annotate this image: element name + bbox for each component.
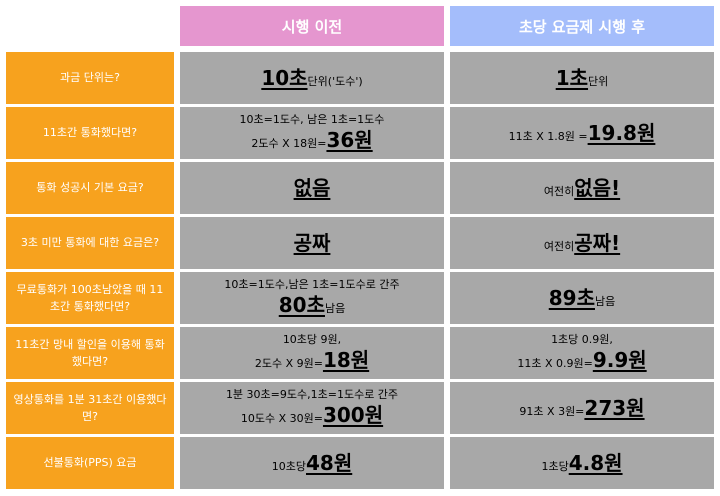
answer-line: 여전히 없음!	[544, 175, 620, 201]
answer-before-cell: 10초=1도수, 남은 1초=1도수 2도수 X 18원= 36원	[180, 107, 444, 159]
answer-after-cell: 89초 남음	[450, 272, 714, 324]
answer-line: 11초 X 1.8원 = 19.8원	[509, 120, 656, 146]
answer-line: 공짜	[294, 230, 331, 256]
answer-text: 10초=1도수,남은 1초=1도수로 간주	[224, 277, 400, 291]
answer-line: 91초 X 3원= 273원	[519, 395, 644, 421]
highlight-value: 공짜!	[574, 231, 621, 255]
answer-line: 11초 X 0.9원= 9.9원	[517, 347, 646, 373]
answer-text: 단위('도수')	[307, 75, 363, 88]
highlight-value: 공짜	[293, 231, 331, 255]
answer-line: 10초=1도수,남은 1초=1도수로 간주	[224, 278, 399, 292]
answer-text: 11초 X 0.9원=	[517, 357, 593, 371]
answer-line: 1분 30초=9도수,1초=1도수로 간주	[226, 388, 398, 402]
answer-line: 10초=1도수, 남은 1초=1도수	[240, 113, 385, 127]
highlight-value: 48원	[306, 451, 353, 475]
header-after-label: 초당 요금제 시행 후	[518, 17, 646, 36]
question-label: 과금 단위는?	[60, 71, 120, 85]
answer-line: 10초당 9원,	[283, 333, 341, 347]
question-cell: 선불통화(PPS) 요금	[6, 437, 174, 489]
header-before-label: 시행 이전	[281, 17, 343, 36]
question-label: 선불통화(PPS) 요금	[43, 456, 137, 470]
answer-line: 89초 남음	[549, 285, 615, 311]
answer-text: 단위	[588, 75, 609, 88]
highlight-value: 없음!	[574, 176, 621, 200]
highlight-value: 273원	[584, 396, 645, 420]
answer-line: 10초당 48원	[272, 450, 352, 476]
answer-after-cell: 1초당 4.8원	[450, 437, 714, 489]
answer-line: 2도수 X 18원= 36원	[251, 127, 372, 153]
answer-line: 10도수 X 30원= 300원	[241, 402, 383, 428]
question-label: 영상통화를 1분 31초간 이용했다면?	[13, 392, 167, 423]
answer-line: 없음	[294, 175, 331, 201]
answer-after-cell: 여전히 없음!	[450, 162, 714, 214]
answer-before-cell: 10초당 9원, 2도수 X 9원= 18원	[180, 327, 444, 379]
answer-before-cell: 공짜	[180, 217, 444, 269]
question-label: 11초간 통화했다면?	[42, 126, 138, 140]
header-before: 시행 이전	[180, 6, 444, 46]
answer-text: 2도수 X 9원=	[254, 357, 323, 371]
answer-text: 10도수 X 30원=	[240, 412, 323, 426]
answer-text: 1초당	[541, 460, 569, 473]
answer-after-cell: 91초 X 3원= 273원	[450, 382, 714, 434]
answer-line: 10초 단위('도수')	[261, 65, 362, 91]
answer-before-cell: 1분 30초=9도수,1초=1도수로 간주 10도수 X 30원= 300원	[180, 382, 444, 434]
question-cell: 영상통화를 1분 31초간 이용했다면?	[6, 382, 174, 434]
answer-text: 여전히	[543, 185, 575, 198]
answer-line: 2도수 X 9원= 18원	[255, 347, 369, 373]
highlight-value: 9.9원	[592, 348, 647, 373]
answer-before-cell: 10초 단위('도수')	[180, 52, 444, 104]
answer-text: 10초당	[271, 460, 306, 473]
answer-after-cell: 11초 X 1.8원 = 19.8원	[450, 107, 714, 159]
answer-text: 2도수 X 18원=	[251, 137, 327, 151]
answer-text: 10초=1도수, 남은 1초=1도수	[239, 112, 385, 126]
answer-after-cell: 1초 단위	[450, 52, 714, 104]
answer-line: 1초당 4.8원	[541, 450, 622, 476]
highlight-value: 19.8원	[587, 121, 656, 145]
highlight-value: 18원	[322, 348, 370, 373]
answer-before-cell: 10초=1도수,남은 1초=1도수로 간주 80초 남음	[180, 272, 444, 324]
answer-text: 10초당 9원,	[282, 332, 342, 346]
answer-text: 1초당 0.9원,	[551, 332, 613, 346]
question-label: 11초간 망내 할인을 이용해 통화했다면?	[15, 337, 165, 368]
answer-before-cell: 없음	[180, 162, 444, 214]
answer-line: 1초당 0.9원,	[551, 333, 613, 347]
answer-before-cell: 10초당 48원	[180, 437, 444, 489]
question-label: 3초 미만 통화에 대한 요금은?	[20, 236, 160, 250]
answer-text: 11초 X 1.8원 =	[508, 130, 588, 143]
highlight-value: 80초	[278, 293, 325, 318]
highlight-value: 300원	[322, 403, 384, 428]
highlight-value: 36원	[326, 128, 373, 153]
highlight-value: 없음	[293, 176, 331, 200]
answer-line: 1초 단위	[556, 65, 609, 91]
highlight-value: 1초	[555, 66, 589, 90]
highlight-value: 89초	[548, 286, 595, 310]
question-cell: 11초간 통화했다면?	[6, 107, 174, 159]
question-cell: 통화 성공시 기본 요금?	[6, 162, 174, 214]
answer-text: 1분 30초=9도수,1초=1도수로 간주	[225, 387, 399, 401]
header-after: 초당 요금제 시행 후	[450, 6, 714, 46]
answer-text: 남음	[324, 302, 346, 316]
answer-text: 91초 X 3원=	[519, 405, 585, 418]
question-label: 무료통화가 100초남았을 때 11초간 통화했다면?	[16, 282, 164, 313]
answer-text: 여전히	[543, 240, 575, 253]
question-label: 통화 성공시 기본 요금?	[36, 181, 144, 195]
answer-line: 여전히 공짜!	[544, 230, 620, 256]
question-cell: 무료통화가 100초남았을 때 11초간 통화했다면?	[6, 272, 174, 324]
answer-after-cell: 여전히 공짜!	[450, 217, 714, 269]
question-cell: 과금 단위는?	[6, 52, 174, 104]
highlight-value: 4.8원	[568, 451, 623, 475]
answer-line: 80초 남음	[279, 292, 345, 318]
question-cell: 3초 미만 통화에 대한 요금은?	[6, 217, 174, 269]
answer-after-cell: 1초당 0.9원, 11초 X 0.9원= 9.9원	[450, 327, 714, 379]
question-cell: 11초간 망내 할인을 이용해 통화했다면?	[6, 327, 174, 379]
highlight-value: 10초	[261, 66, 308, 90]
answer-text: 남음	[594, 295, 616, 308]
